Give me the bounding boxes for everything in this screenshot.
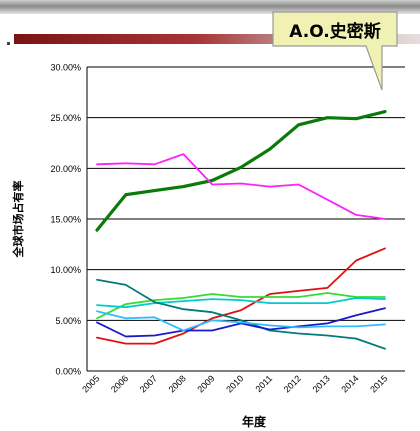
series-line-3 [96, 247, 386, 345]
y-tick-labels: 0.00% 5.00% 10.00% 15.00% 20.00% 25.00% 30.00% [50, 63, 81, 377]
x-tick-label: 2006 [109, 373, 130, 394]
x-tick-label: 2015 [368, 373, 389, 394]
x-tick-label: 2007 [138, 373, 159, 394]
x-tick-label: 2009 [195, 373, 216, 394]
series-lines [95, 109, 387, 350]
series-line-1 [95, 109, 387, 232]
y-axis-label: 全球市场占有率 [11, 181, 25, 259]
grid-lines [86, 66, 405, 372]
y-tick-label: 15.00% [50, 215, 81, 225]
x-tick-label: 2013 [311, 373, 332, 394]
series-line-5 [96, 297, 386, 309]
y-tick-label: 25.00% [50, 113, 81, 123]
title-banner-bar [14, 34, 420, 44]
y-tick-label: 10.00% [50, 265, 81, 275]
x-tick-label: 2012 [282, 373, 303, 394]
callout-label: A.O.史密斯 [289, 21, 381, 42]
x-tick-label: 2014 [339, 373, 360, 394]
x-tick-label: 2011 [253, 373, 274, 394]
series-line-4 [96, 292, 386, 320]
x-tick-labels: 2005 2006 2007 2008 2009 2010 2011 2012 2013 2014… [80, 373, 389, 394]
x-axis-label: 年度 [242, 414, 267, 429]
series-line-2 [96, 153, 386, 220]
top-image-strip [0, 0, 420, 14]
x-tick-label: 2005 [80, 373, 101, 394]
series-line-8 [96, 310, 386, 332]
y-tick-label: 30.00% [50, 63, 81, 73]
y-tick-label: 20.00% [50, 164, 81, 174]
stray-mark [7, 42, 10, 45]
y-tick-label: 5.00% [55, 316, 81, 326]
x-tick-label: 2008 [167, 373, 188, 394]
y-tick-label: 0.00% [55, 367, 81, 377]
series-line-7 [96, 307, 386, 338]
x-tick-label: 2010 [224, 373, 245, 394]
series-line-6 [96, 278, 386, 350]
